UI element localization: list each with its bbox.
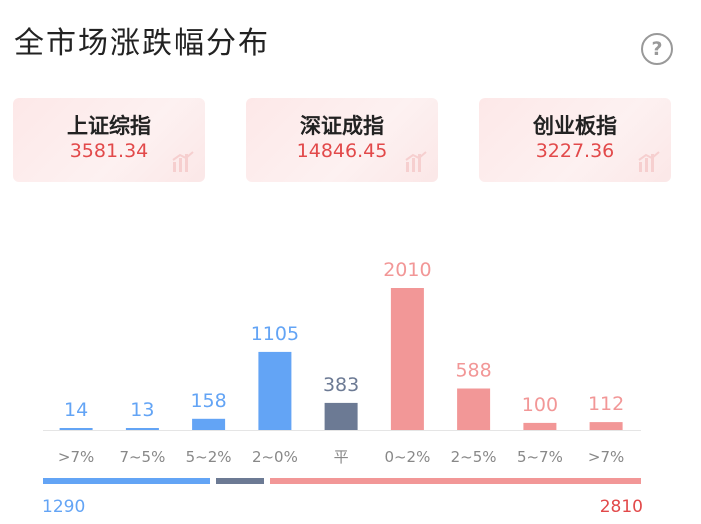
bar-value-label: 383 — [323, 374, 359, 396]
bar-4[interactable] — [324, 402, 358, 430]
up-summary-bar — [270, 478, 641, 484]
x-tick-label: 0~2% — [384, 448, 430, 466]
x-tick-label: >7% — [58, 448, 94, 466]
index-value: 3581.34 — [69, 140, 149, 162]
bar-3[interactable] — [258, 351, 292, 430]
bar-8[interactable] — [589, 422, 623, 430]
x-tick-label: 2~0% — [252, 448, 298, 466]
chart-deco-icon — [405, 151, 427, 172]
x-tick-label: 2~5% — [451, 448, 497, 466]
bar-0[interactable] — [59, 428, 93, 430]
bar-5[interactable] — [390, 288, 424, 430]
bar-value-label: 14 — [64, 399, 88, 421]
x-tick-label: 平 — [334, 448, 349, 466]
distribution-chart: 14 >7% 13 7~5% 158 5~2% 1105 2~0% 383 平 2010 0~2% 58… — [43, 259, 641, 484]
bar-7[interactable] — [523, 422, 557, 430]
x-tick-label: >7% — [588, 448, 624, 466]
bar-value-label: 588 — [455, 360, 491, 382]
index-name: 上证综指 — [67, 114, 151, 138]
page-title: 全市场涨跌幅分布 — [14, 26, 270, 61]
index-name: 创业板指 — [533, 114, 617, 138]
index-value: 3227.36 — [535, 140, 615, 162]
x-tick-label: 7~5% — [119, 448, 165, 466]
up-total: 2810 — [599, 497, 643, 517]
chart-deco-icon — [172, 151, 194, 172]
help-icon[interactable]: ? — [641, 33, 673, 65]
bar-value-label: 112 — [588, 393, 624, 415]
index-card-cyb[interactable]: 创业板指 3227.36 — [479, 98, 671, 182]
bar-value-label: 13 — [130, 399, 154, 421]
bar-value-label: 1105 — [251, 323, 299, 345]
x-tick-label: 5~7% — [517, 448, 563, 466]
x-tick-label: 5~2% — [186, 448, 232, 466]
bar-value-label: 100 — [522, 394, 558, 416]
down-summary-bar — [43, 478, 210, 484]
bar-value-label: 2010 — [383, 259, 431, 281]
index-card-sz[interactable]: 深证成指 14846.45 — [246, 98, 438, 182]
flat-summary-bar — [216, 478, 264, 484]
bar-6[interactable] — [457, 388, 491, 431]
chart-deco-icon — [638, 151, 660, 172]
down-total: 1290 — [42, 497, 86, 517]
bar-2[interactable] — [192, 418, 226, 430]
index-card-sh[interactable]: 上证综指 3581.34 — [13, 98, 205, 182]
index-value: 14846.45 — [296, 140, 388, 162]
bar-1[interactable] — [125, 428, 159, 430]
index-name: 深证成指 — [300, 114, 384, 138]
bar-value-label: 158 — [190, 390, 226, 412]
